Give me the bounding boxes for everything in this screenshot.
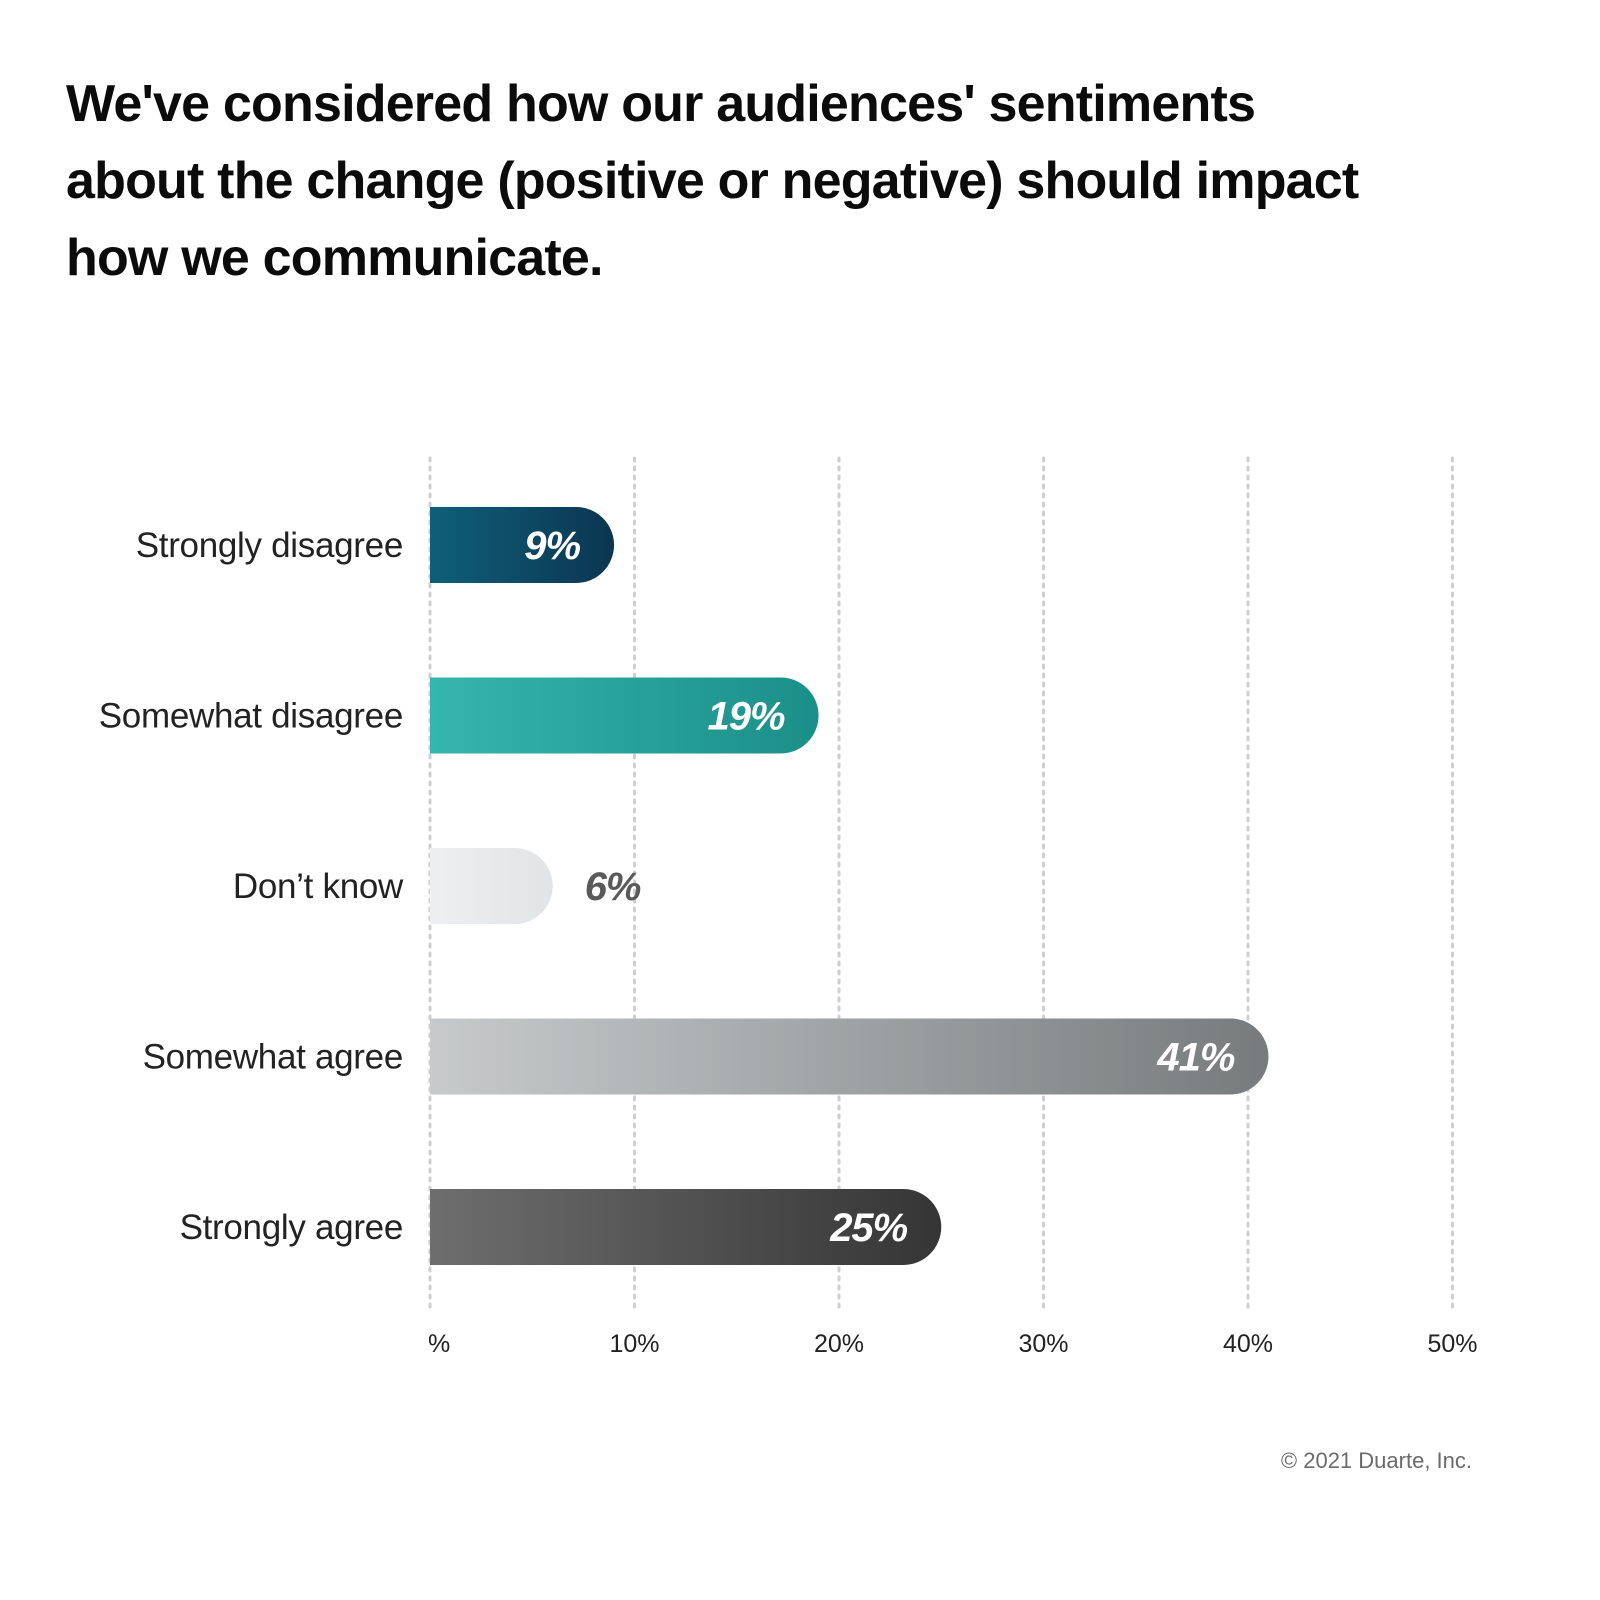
x-tick-label: 50% <box>1427 1330 1477 1358</box>
category-label: Somewhat disagree <box>99 697 403 736</box>
bar-value-label: 41% <box>1156 1036 1234 1080</box>
x-tick-label: 30% <box>1018 1330 1068 1358</box>
bar <box>430 507 615 583</box>
chart-title: We've considered how our audiences' sent… <box>66 75 1359 287</box>
bar <box>430 677 819 754</box>
x-tick-label: 40% <box>1223 1330 1273 1358</box>
bar-value-label: 25% <box>829 1206 907 1250</box>
copyright-notice: © 2021 Duarte, Inc. <box>1280 1448 1472 1473</box>
bar <box>430 1189 942 1265</box>
bar <box>430 848 553 924</box>
category-label: Somewhat agree <box>143 1038 403 1077</box>
category-label: Strongly agree <box>180 1208 403 1247</box>
bars: 9% 19% 6% 41% 25% <box>430 507 1269 1265</box>
bar-value-label: 6% <box>585 865 641 909</box>
category-labels: Strongly disagree Somewhat disagree Don’t … <box>99 526 405 1247</box>
x-tick-label: % <box>428 1330 450 1358</box>
grid-lines <box>428 456 1454 1312</box>
x-tick-label: 20% <box>814 1330 864 1358</box>
category-label: Don’t know <box>233 867 404 906</box>
x-tick-label: 10% <box>609 1330 659 1358</box>
bar <box>430 1018 1269 1095</box>
bar-value-label: 9% <box>524 524 580 568</box>
x-axis-ticks: % 10% 20% 30% 40% 50% <box>428 1330 1478 1358</box>
category-label: Strongly disagree <box>136 526 403 565</box>
bar-value-label: 19% <box>707 695 784 739</box>
